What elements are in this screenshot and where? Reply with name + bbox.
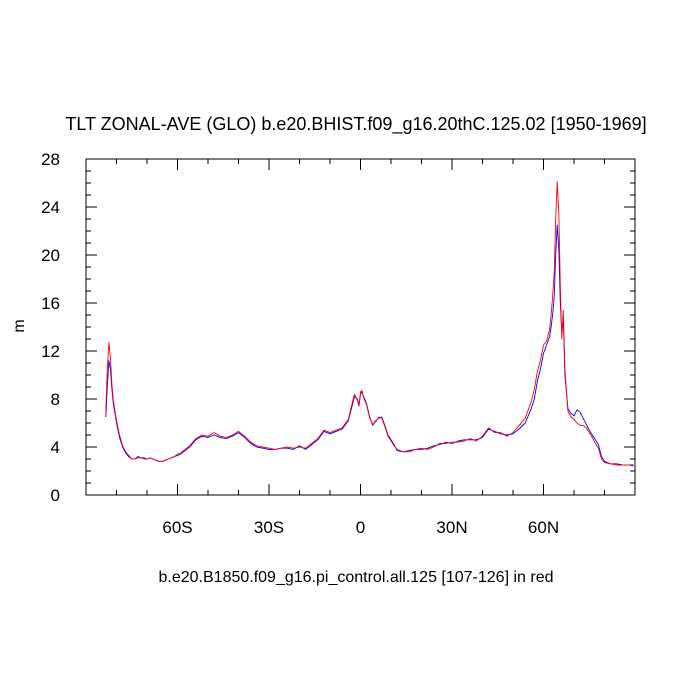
y-tick-label: 20	[41, 246, 60, 265]
x-tick-label: 60S	[162, 518, 192, 537]
chart-subtitle: b.e20.B1850.f09_g16.pi_control.all.125 […	[159, 569, 554, 586]
plot-area: 60S 30S 0 30N 60N 0 4 8 12 16 20 24 28	[41, 150, 636, 537]
x-tick-label: 60N	[528, 518, 559, 537]
x-tick-label: 30N	[436, 518, 467, 537]
y-axis-title: m	[11, 319, 28, 332]
y-tick-label: 16	[41, 294, 60, 313]
x-tick-label: 30S	[254, 518, 284, 537]
y-tick-label: 12	[41, 342, 60, 361]
y-tick-label: 28	[41, 150, 60, 169]
y-tick-label: 8	[51, 390, 60, 409]
chart-title: TLT ZONAL-AVE (GLO) b.e20.BHIST.f09_g16.…	[65, 114, 646, 135]
y-tick-label: 24	[41, 198, 60, 217]
x-tick-label: 0	[356, 518, 365, 537]
plot-frame	[85, 158, 636, 496]
series-line-2	[105, 181, 634, 467]
y-tick-label: 0	[51, 486, 60, 505]
y-tick-label: 4	[51, 438, 60, 457]
